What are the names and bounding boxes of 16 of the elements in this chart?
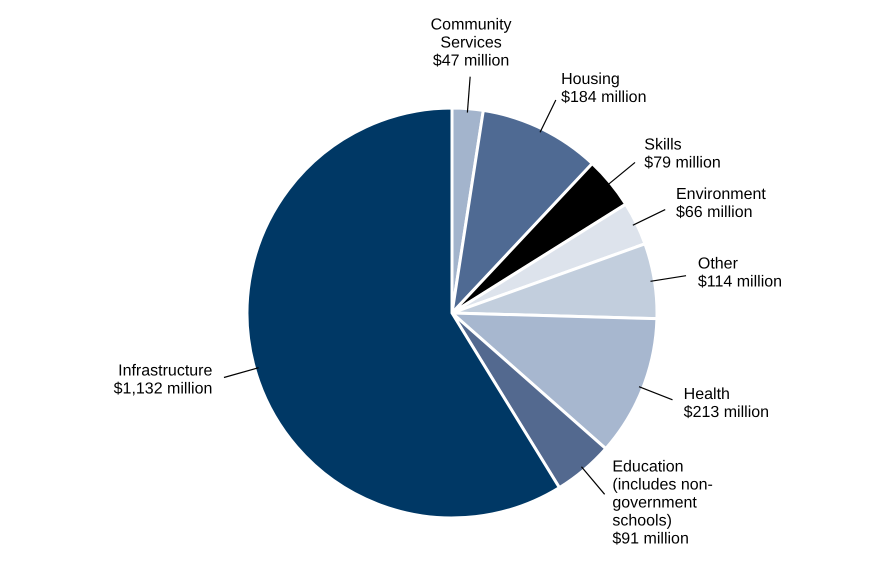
slice-label: Skills [644,136,682,154]
data-label: $66 million [676,204,752,222]
data-label: $114 million [698,274,782,291]
data-label: $91 million [612,530,689,548]
slice-label: Infrastructure [118,362,212,380]
data-label: $1,132 million [114,380,212,398]
data-label: $213 million [684,404,770,422]
slice-label: Health [684,386,730,404]
data-label: $184 million [561,88,646,106]
slice-label: Environment [676,186,766,204]
data-label: $47 million [432,52,510,70]
slice-label: Community Services [430,16,512,52]
slice-label: Other [698,256,739,273]
slice-label: Education (includes non-government schools) [612,458,713,530]
data-label: $79 million [644,154,721,172]
slice-label: Housing [561,70,620,88]
